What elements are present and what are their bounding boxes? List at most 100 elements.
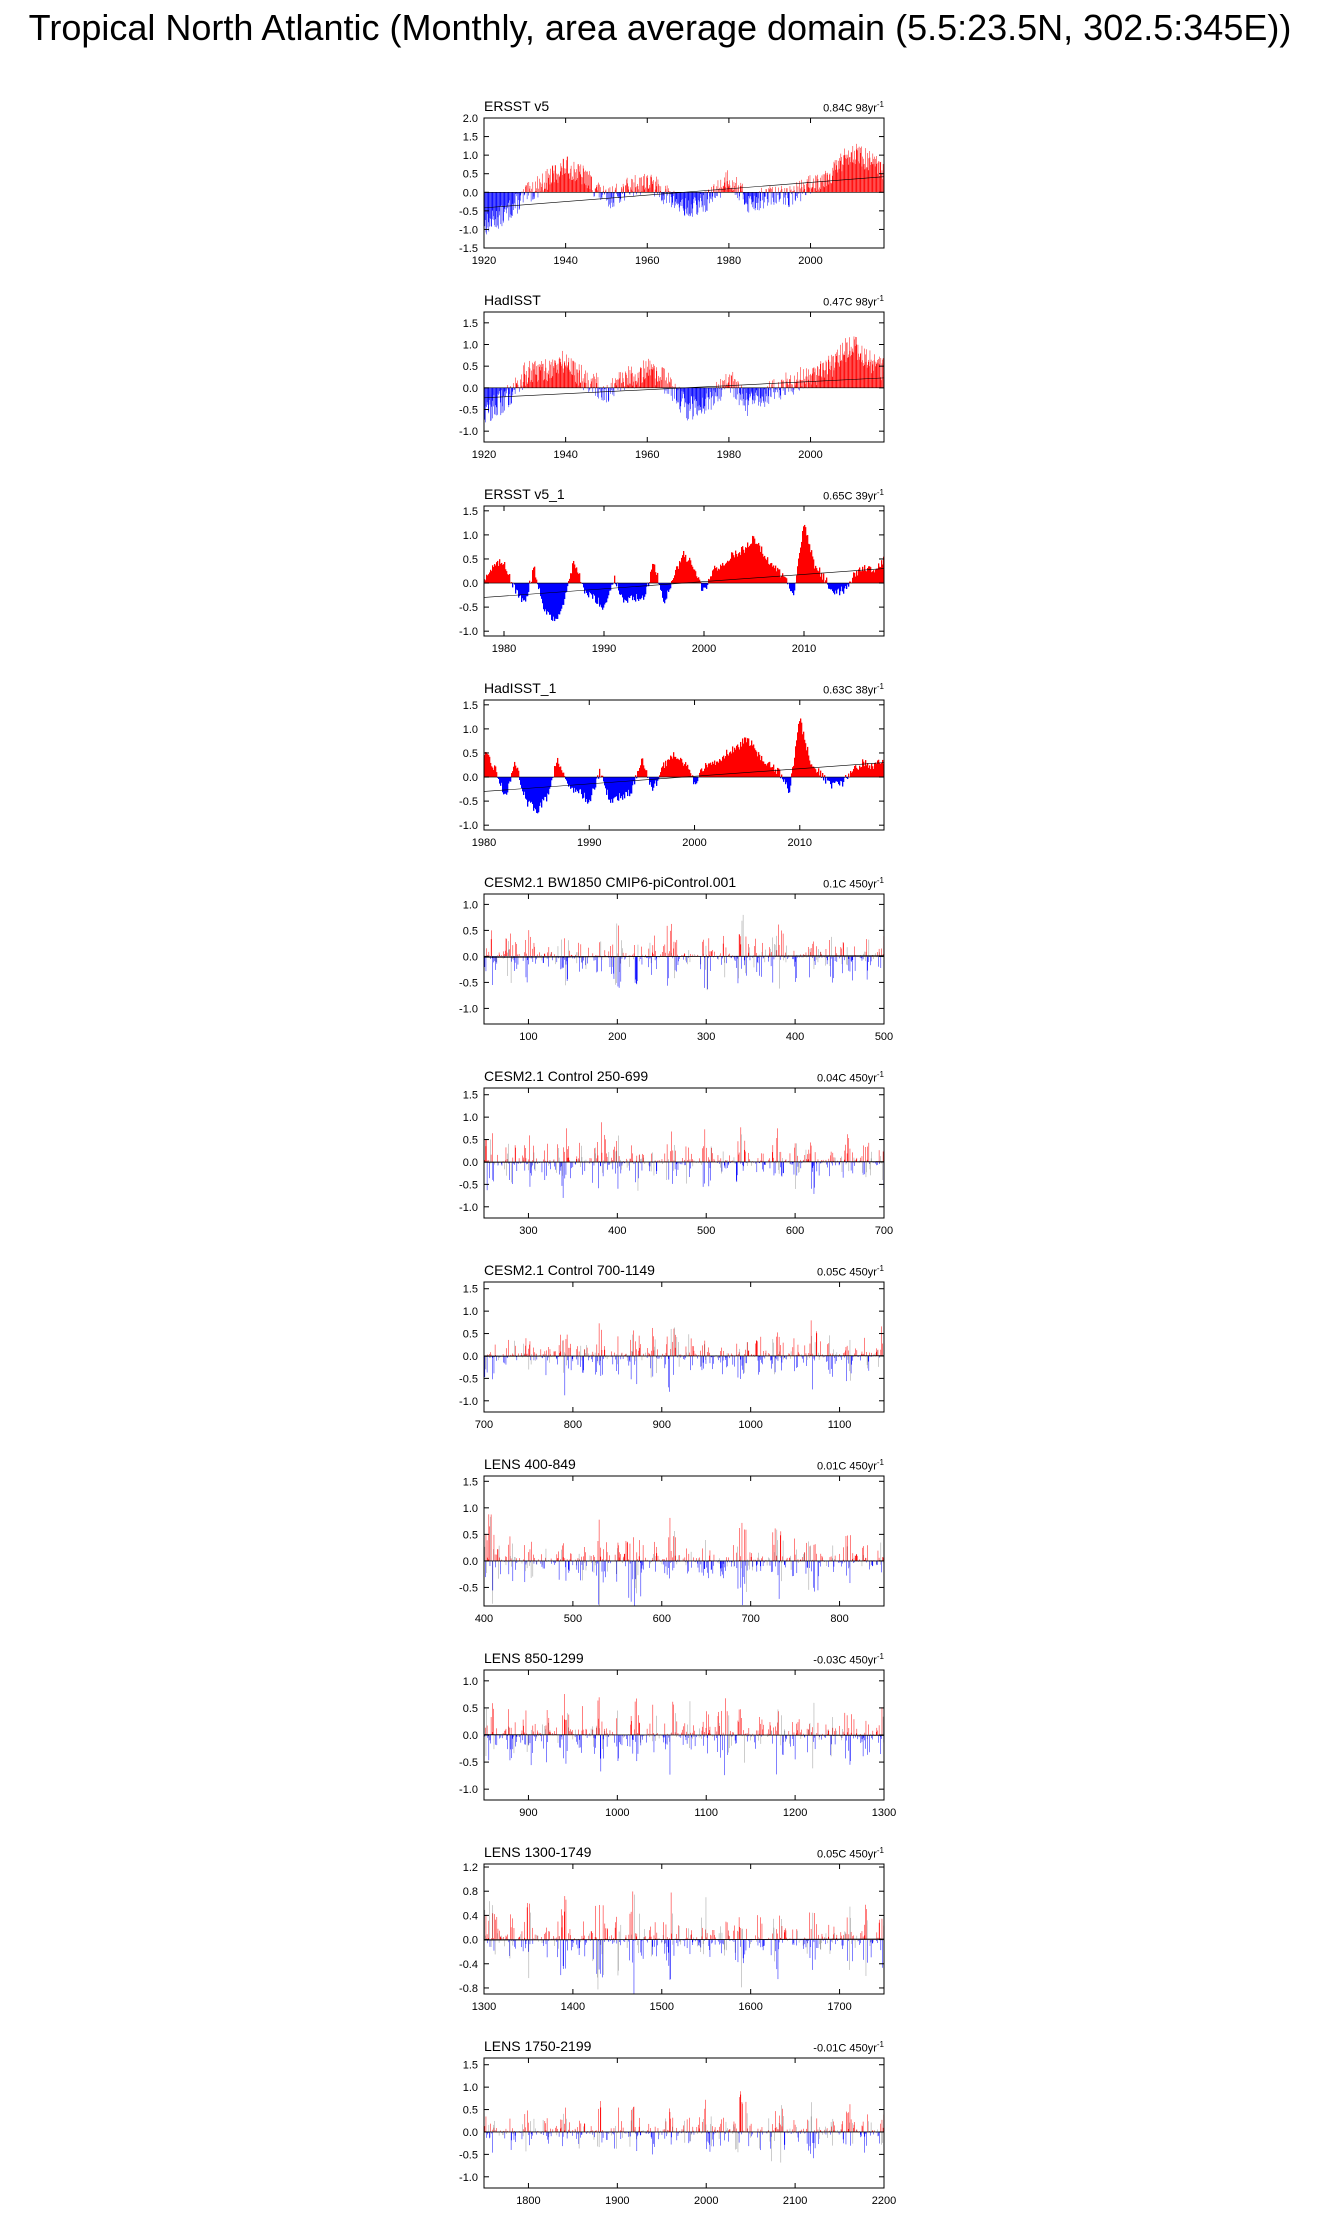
bar — [682, 1158, 683, 1162]
y-tick-label: 0.0 — [463, 1157, 478, 1169]
bar — [737, 1162, 738, 1182]
bar — [665, 380, 666, 387]
bar — [811, 187, 812, 192]
y-tick-label: -0.5 — [459, 1373, 478, 1385]
bar — [859, 147, 860, 193]
bar — [777, 388, 778, 392]
bar — [873, 159, 874, 192]
bar — [539, 952, 540, 956]
bar — [865, 1147, 866, 1162]
bar — [882, 1344, 883, 1356]
bar — [538, 380, 539, 388]
bar — [748, 1153, 749, 1162]
bar — [771, 388, 772, 397]
bar — [678, 1555, 679, 1561]
bar — [690, 954, 691, 956]
bar — [554, 1561, 555, 1565]
bar — [684, 1160, 685, 1162]
bar — [654, 1542, 655, 1561]
bar — [524, 1145, 525, 1162]
bar — [616, 1356, 617, 1371]
bar — [685, 1557, 686, 1560]
bar — [489, 1526, 490, 1560]
bar — [621, 956, 622, 981]
bar — [606, 1542, 607, 1561]
bar — [657, 1349, 658, 1356]
bar — [485, 1356, 486, 1377]
bar — [534, 1153, 535, 1162]
bar — [636, 956, 637, 983]
bar — [530, 1341, 531, 1356]
bar — [786, 188, 787, 192]
bar — [652, 1328, 653, 1356]
bar — [713, 1356, 714, 1364]
bar — [662, 367, 663, 388]
bar — [755, 388, 756, 393]
bar — [851, 956, 852, 961]
bar — [486, 1146, 487, 1162]
bar — [519, 1158, 520, 1162]
bar — [628, 186, 629, 192]
bar — [627, 178, 628, 193]
bar — [499, 1546, 500, 1561]
bar — [632, 179, 633, 192]
bar — [563, 159, 564, 193]
bar — [598, 1356, 599, 1363]
bar — [513, 945, 514, 956]
bar — [781, 1356, 782, 1370]
bar — [577, 1160, 578, 1162]
bar — [647, 373, 648, 388]
bar — [781, 1152, 782, 1162]
bar — [621, 187, 622, 192]
bar — [743, 1162, 744, 1166]
bar — [697, 388, 698, 414]
bar — [567, 956, 568, 979]
bar — [666, 189, 667, 192]
bar — [878, 163, 879, 193]
bar — [685, 388, 686, 402]
bar — [629, 1162, 630, 1166]
bar — [641, 1561, 642, 1596]
bar — [559, 176, 560, 193]
bar — [739, 934, 740, 956]
bar — [600, 1356, 601, 1361]
bar — [679, 956, 680, 958]
bar — [811, 1162, 812, 1189]
x-tick-label: 1960 — [635, 255, 659, 267]
bar — [849, 1356, 850, 1371]
bar — [541, 1554, 542, 1561]
bar — [619, 1558, 620, 1561]
bar — [496, 192, 497, 211]
bar — [646, 583, 647, 587]
y-tick-label: -1.0 — [459, 224, 478, 236]
bar — [546, 1162, 547, 1176]
bar — [603, 388, 604, 401]
bar — [881, 956, 882, 968]
bar — [723, 944, 724, 957]
bar — [650, 188, 651, 193]
bar — [721, 1348, 722, 1356]
bar — [759, 956, 760, 975]
bar — [853, 1162, 854, 1173]
bar — [713, 388, 714, 406]
bar — [570, 1162, 571, 1178]
bar — [624, 388, 625, 390]
bar — [599, 942, 600, 956]
bar — [820, 1341, 821, 1356]
bar — [649, 189, 650, 192]
bar — [746, 388, 747, 393]
bar — [813, 368, 814, 388]
bar — [510, 1536, 511, 1561]
bar — [826, 949, 827, 956]
bar — [584, 1349, 585, 1356]
bar — [596, 373, 597, 388]
bar — [691, 388, 692, 397]
bar — [568, 940, 569, 956]
bar-series — [484, 1122, 884, 1198]
bar — [669, 951, 670, 956]
bar — [756, 1340, 757, 1356]
bar — [526, 371, 527, 388]
bar — [611, 383, 612, 388]
bar — [714, 1159, 715, 1162]
bar — [642, 186, 643, 192]
